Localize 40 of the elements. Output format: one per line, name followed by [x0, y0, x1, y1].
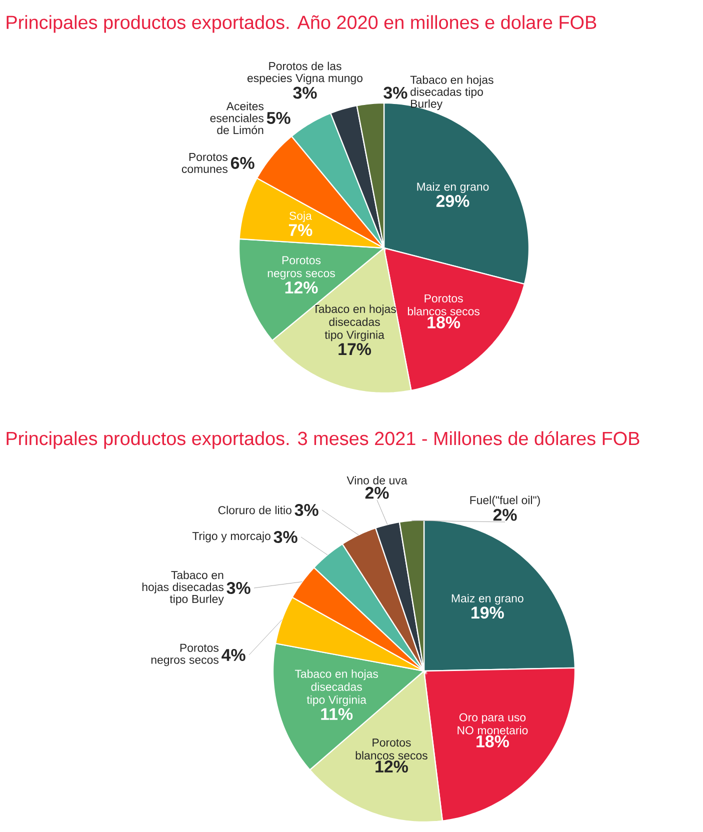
data-label: 18%	[476, 735, 509, 748]
slice-label: Porotos negros secos	[151, 644, 219, 666]
slice-label: Fuel("fuel oil")	[470, 496, 540, 506]
data-label: 11%	[321, 708, 353, 720]
data-label: 12%	[285, 281, 318, 294]
slice-label: Porotos de las especies Vigna mungo	[247, 62, 362, 84]
data-label: 3%	[226, 582, 250, 594]
slice-label: Tabaco en hojas disecadas tipo Virginia	[294, 670, 378, 706]
data-label: 3%	[384, 86, 408, 99]
slice-label: Trigo y morcajo	[192, 532, 270, 542]
data-label: 2%	[493, 508, 517, 521]
data-label: 3%	[293, 86, 317, 99]
data-label: 4%	[222, 649, 246, 661]
data-label: 29%	[436, 195, 470, 208]
data-label: 12%	[376, 760, 408, 773]
data-label: 17%	[338, 343, 372, 356]
data-label: 19%	[472, 606, 504, 619]
slice-label: Oro para uso NO monetario	[458, 713, 528, 734]
slice-label: Tabaco en hojas disecadas tipo Burley	[410, 76, 494, 110]
data-label: 18%	[428, 316, 460, 328]
slice-label: Vino de uva	[346, 476, 408, 484]
data-label: 3%	[274, 530, 298, 544]
data-label: 3%	[294, 504, 318, 516]
slice-label: Porotos negros secos	[268, 256, 335, 280]
slice-label: Aceites esenciales de Limón	[210, 102, 264, 134]
slice-label: Soja	[290, 211, 312, 222]
slice-label: Porotos blancos secos	[408, 294, 480, 316]
data-label: 6%	[230, 156, 254, 169]
chart-title: Principales productos exportados. 3 meses 2021 - Millones de dólares FOB	[6, 431, 640, 449]
slice-label: Maiz en grano	[452, 594, 524, 605]
slice-label: Cloruro de litio	[218, 506, 292, 514]
slice-label: Maiz en grano	[417, 182, 489, 194]
slice-label: Porotos blancos secos	[356, 738, 428, 760]
data-label: 5%	[266, 112, 290, 124]
data-label: 7%	[288, 224, 312, 236]
chart-title: Principales productos exportados. Año 2020 en millones e dolare FOB	[6, 15, 596, 33]
data-label: 2%	[365, 486, 389, 499]
slice-label: Porotos comunes	[182, 153, 228, 173]
slice-label: Tabaco en hojas disecadas tipo Virginia	[312, 304, 396, 342]
slice-label: Tabaco en hojas disecadas tipo Burley	[142, 570, 224, 606]
